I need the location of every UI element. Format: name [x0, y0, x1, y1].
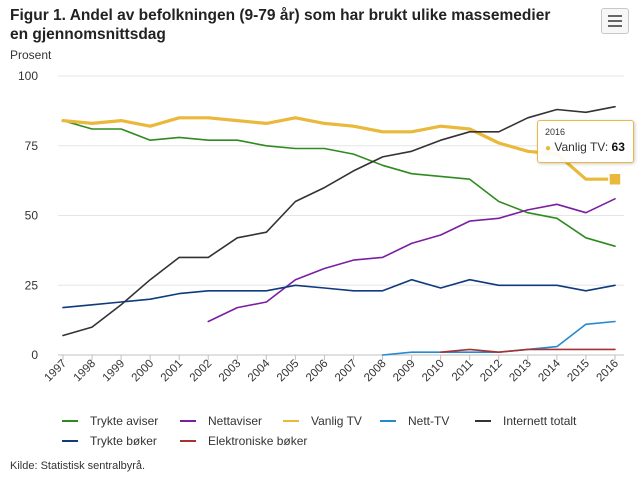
x-tick-label: 2014 — [536, 357, 563, 384]
legend-label: Vanlig TV — [311, 414, 362, 428]
chart-legend: Trykte aviser Nettaviser Vanlig TV Nett-TV I… — [62, 413, 622, 449]
x-tick-label: 2005 — [275, 358, 302, 385]
y-tick-label: 100 — [18, 69, 38, 83]
legend-label: Trykte aviser — [90, 414, 159, 428]
series-line-elektroniske-bøker[interactable] — [439, 348, 616, 353]
hamburger-menu-icon — [608, 20, 622, 22]
legend-item-trykte-bøker[interactable]: Trykte bøker — [62, 433, 157, 449]
legend-item-nettaviser[interactable]: Nettaviser — [180, 413, 262, 429]
tooltip-separator: : — [604, 140, 612, 154]
legend-item-internett-totalt[interactable]: Internett totalt — [475, 413, 576, 429]
y-tick-label: 25 — [25, 278, 39, 292]
series-line-nettaviser[interactable] — [207, 198, 616, 323]
y-tick-label: 50 — [25, 209, 39, 223]
y-tick-label: 75 — [25, 139, 39, 153]
series-line-trykte-bøker[interactable] — [62, 278, 616, 309]
x-tick-label: 2006 — [304, 358, 331, 385]
tooltip-series: Vanlig TV — [554, 140, 605, 154]
legend-label: Nett-TV — [408, 414, 450, 428]
hamburger-menu-icon — [608, 15, 622, 17]
tooltip-value: 63 — [611, 140, 625, 154]
x-tick-label: 1998 — [72, 358, 99, 385]
y-tick-label: 0 — [31, 348, 38, 362]
legend-swatch — [283, 420, 299, 422]
y-axis-unit-label: Prosent — [10, 48, 52, 62]
source-note: Kilde: Statistisk sentralbyrå. — [10, 460, 146, 472]
highlighted-point-marker[interactable] — [608, 172, 622, 186]
series-line-vanlig-tv[interactable] — [61, 116, 617, 181]
x-tick-label: 2003 — [217, 358, 244, 385]
legend-label: Elektroniske bøker — [208, 434, 308, 448]
chart-menu-button[interactable] — [601, 8, 629, 34]
x-tick-label: 2000 — [130, 358, 157, 385]
data-tooltip: 2016 ● Vanlig TV: 63 — [537, 120, 634, 163]
legend-item-vanlig-tv[interactable]: Vanlig TV — [283, 413, 362, 429]
x-tick-label: 2004 — [246, 357, 273, 384]
legend-swatch — [475, 420, 491, 422]
series-line-trykte-aviser[interactable] — [62, 119, 616, 247]
legend-label: Nettaviser — [208, 414, 263, 428]
x-tick-label: 2012 — [478, 358, 505, 385]
tooltip-dot-icon: ● — [545, 143, 552, 154]
legend-swatch — [62, 420, 78, 422]
legend-label: Internett totalt — [503, 414, 577, 428]
legend-label: Trykte bøker — [90, 434, 157, 448]
hamburger-menu-icon — [608, 25, 622, 27]
x-tick-label: 1999 — [101, 358, 128, 385]
x-tick-label: 2002 — [188, 358, 215, 385]
x-tick-label: 1997 — [43, 358, 70, 385]
chart-title: Figur 1. Andel av befolkningen (9-79 år)… — [10, 7, 551, 43]
x-tick-label: 2007 — [333, 358, 360, 385]
tooltip-row: ● Vanlig TV: 63 — [545, 140, 626, 154]
legend-swatch — [380, 420, 396, 422]
legend-item-nett-tv[interactable]: Nett-TV — [380, 413, 449, 429]
x-tick-label: 2011 — [450, 358, 476, 384]
x-tick-label: 2010 — [420, 358, 447, 385]
x-tick-label: 2001 — [159, 358, 186, 385]
legend-item-elektroniske-bøker[interactable]: Elektroniske bøker — [180, 433, 307, 449]
legend-swatch — [180, 440, 196, 442]
x-tick-label: 2013 — [507, 358, 534, 385]
legend-item-trykte-aviser[interactable]: Trykte aviser — [62, 413, 158, 429]
tooltip-year: 2016 — [545, 127, 566, 137]
x-tick-label: 2015 — [565, 358, 592, 385]
x-tick-label: 2016 — [594, 358, 621, 385]
legend-swatch — [180, 420, 196, 422]
series-line-internett-totalt[interactable] — [62, 105, 616, 337]
legend-swatch — [62, 440, 78, 442]
x-tick-label: 2009 — [391, 358, 418, 385]
x-tick-label: 2008 — [362, 358, 389, 385]
